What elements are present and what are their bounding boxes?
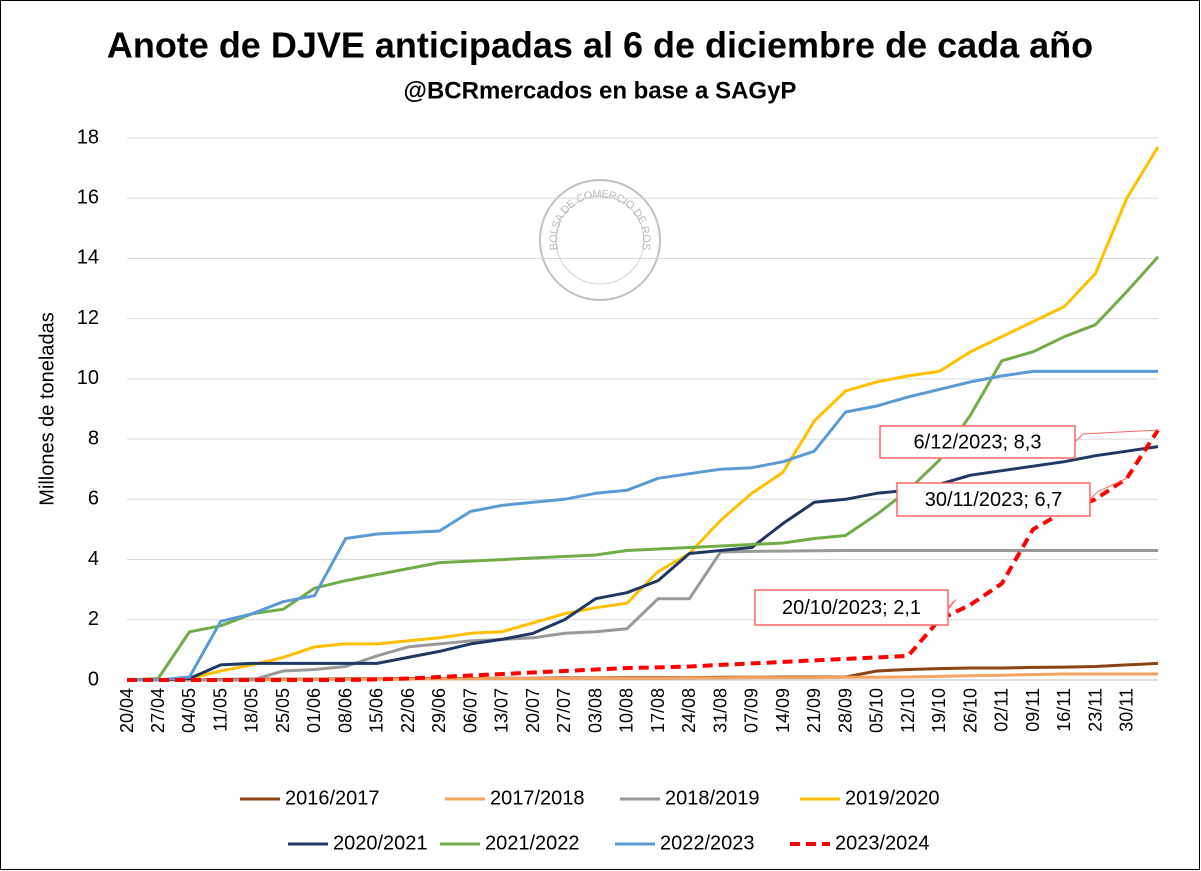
y-tick-label: 8	[88, 427, 99, 449]
x-tick-label: 23/11	[1085, 688, 1105, 732]
y-tick-label: 2	[88, 608, 99, 630]
x-tick-label: 14/09	[773, 688, 793, 733]
annotation-box	[879, 425, 1076, 459]
legend-label: 2021/2022	[485, 832, 580, 854]
legend-label: 2022/2023	[660, 832, 755, 854]
x-tick-label: 26/10	[960, 688, 980, 733]
annotation-box	[896, 482, 1091, 517]
x-tick-label: 29/06	[429, 688, 449, 733]
x-tick-label: 07/09	[742, 688, 762, 733]
y-tick-label: 0	[88, 668, 99, 690]
annotation-text: 6/12/2023; 8,3	[914, 431, 1042, 453]
x-tick-label: 24/08	[679, 688, 699, 733]
x-tick-label: 31/08	[710, 688, 730, 733]
x-tick-label: 27/04	[148, 688, 168, 733]
series-line	[127, 672, 1158, 682]
legend-label: 2018/2019	[665, 787, 760, 809]
y-tick-label: 14	[77, 247, 99, 269]
chart-subtitle: @BCRmercados en base a SAGyP	[404, 77, 797, 104]
legend-label: 2019/2020	[845, 787, 940, 809]
y-tick-label: 10	[77, 367, 99, 389]
x-tick-label: 30/11	[1117, 688, 1137, 732]
x-tick-label: 12/10	[898, 688, 918, 733]
legend-label: 2016/2017	[285, 787, 380, 809]
x-tick-label: 03/08	[585, 688, 605, 733]
y-tick-label: 6	[88, 488, 99, 510]
series-line	[127, 445, 1159, 682]
x-tick-label: 28/09	[835, 688, 855, 733]
x-tick-label: 16/11	[1054, 688, 1074, 732]
x-tick-label: 04/05	[179, 688, 199, 733]
annotation-leader	[1074, 429, 1159, 443]
watermark-ring	[539, 179, 661, 301]
x-tick-label: 25/05	[273, 688, 293, 733]
x-tick-label: 11/05	[210, 688, 230, 732]
x-tick-label: 19/10	[929, 688, 949, 733]
legend-label: 2023/2024	[835, 832, 930, 854]
series-line	[127, 549, 1158, 682]
x-tick-label: 15/06	[367, 688, 387, 733]
watermark-ring	[555, 195, 645, 285]
legend-label: 2017/2018	[490, 787, 585, 809]
y-tick-label: 4	[88, 548, 99, 570]
y-tick-label: 16	[77, 187, 99, 209]
x-tick-label: 06/07	[460, 688, 480, 733]
x-tick-label: 10/08	[617, 688, 637, 733]
x-tick-label: 27/07	[554, 688, 574, 733]
annotation-box	[754, 589, 949, 626]
x-tick-label: 20/07	[523, 688, 543, 733]
annotation-leader	[1089, 477, 1127, 500]
x-tick-label: 08/06	[335, 688, 355, 733]
x-tick-label: 17/08	[648, 688, 668, 733]
y-axis-label: Millones de toneladas	[36, 312, 58, 505]
series-line	[127, 429, 1160, 682]
x-tick-label: 09/11	[1023, 688, 1043, 732]
x-tick-label: 05/10	[867, 688, 887, 733]
series-line	[127, 369, 1158, 682]
y-tick-label: 18	[77, 126, 99, 148]
annotation-text: 20/10/2023; 2,1	[782, 597, 921, 619]
legend-label: 2020/2021	[333, 832, 428, 854]
x-tick-label: 02/11	[992, 688, 1012, 732]
x-tick-label: 21/09	[804, 688, 824, 733]
chart-title: Anote de DJVE anticipadas al 6 de diciem…	[107, 25, 1093, 66]
x-tick-label: 13/07	[492, 688, 512, 733]
x-tick-label: 20/04	[117, 688, 137, 733]
y-tick-label: 12	[77, 307, 99, 329]
x-tick-label: 22/06	[398, 688, 418, 733]
x-tick-label: 18/05	[242, 688, 262, 733]
x-tick-label: 01/06	[304, 688, 324, 733]
annotation-text: 30/11/2023; 6,7	[925, 489, 1063, 511]
